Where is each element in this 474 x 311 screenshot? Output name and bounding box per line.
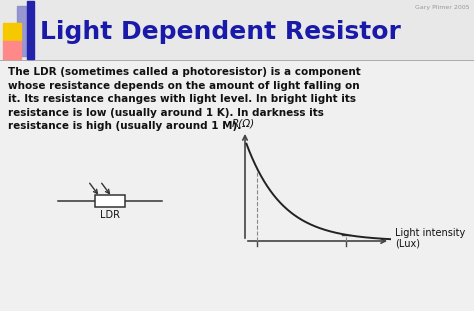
Bar <box>17 6 29 56</box>
Text: (Lux): (Lux) <box>395 238 420 248</box>
Text: The LDR (sometimes called a photoresistor) is a component
whose resistance depen: The LDR (sometimes called a photoresisto… <box>8 67 361 132</box>
Bar <box>27 1 34 59</box>
Text: LDR: LDR <box>100 210 120 220</box>
Text: Light intensity: Light intensity <box>395 228 465 238</box>
Bar <box>3 23 21 41</box>
Text: Gary Plimer 2005: Gary Plimer 2005 <box>416 5 470 10</box>
Bar <box>3 41 21 59</box>
Bar <box>0 0 474 59</box>
Text: Light Dependent Resistor: Light Dependent Resistor <box>40 20 401 44</box>
Text: R(Ω): R(Ω) <box>231 118 255 128</box>
Bar <box>95 195 125 207</box>
